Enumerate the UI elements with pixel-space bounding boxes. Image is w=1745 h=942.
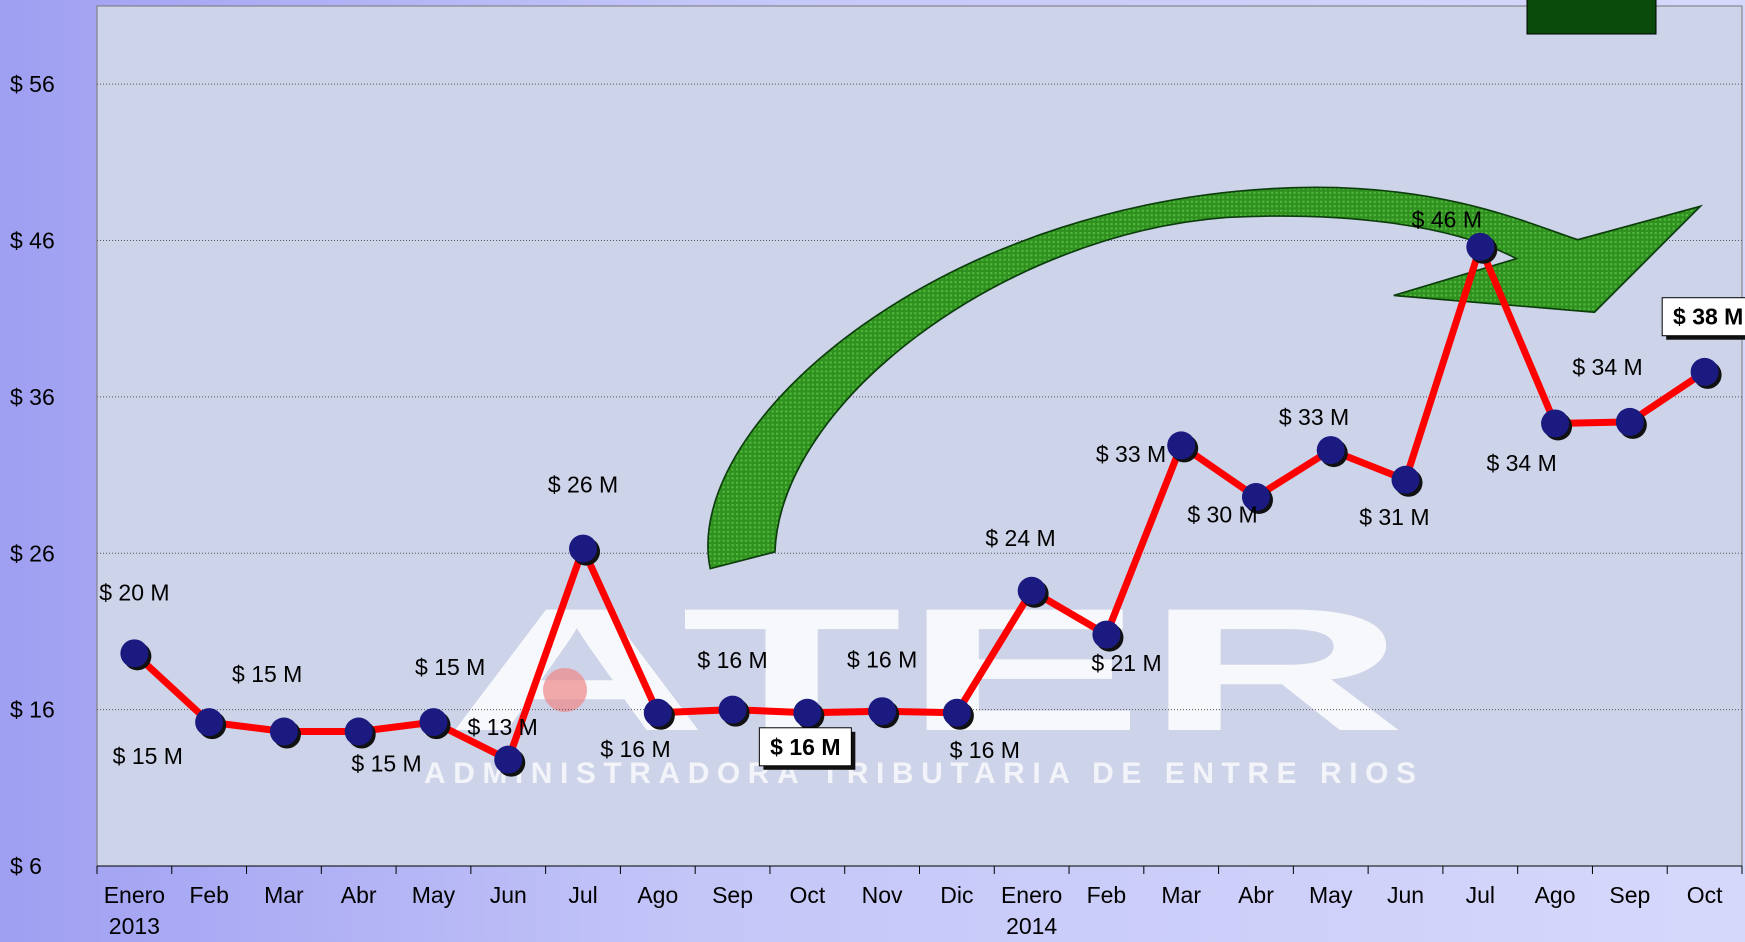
marker <box>120 639 148 667</box>
data-label: $ 16 M <box>950 737 1020 763</box>
marker <box>1167 431 1195 459</box>
data-label: $ 15 M <box>415 654 485 680</box>
marker <box>1616 408 1644 436</box>
page: ATERADMINISTRADORA TRIBUTARIA DE ENTRE R… <box>0 0 1745 942</box>
marker <box>569 535 597 563</box>
data-label: $ 33 M <box>1096 441 1166 467</box>
marker <box>793 699 821 727</box>
y-tick-label: $ 16 <box>10 697 55 723</box>
marker <box>494 746 522 774</box>
data-label: $ 15 M <box>232 661 302 687</box>
marker <box>270 718 298 746</box>
data-label: $ 20 M <box>99 580 169 606</box>
data-label: $ 16 M <box>697 647 767 673</box>
corner-box <box>1527 0 1656 34</box>
marker <box>1018 577 1046 605</box>
watermark-ball <box>543 668 587 712</box>
chart: ATERADMINISTRADORA TRIBUTARIA DE ENTRE R… <box>0 0 1745 942</box>
data-label: $ 33 M <box>1279 404 1349 430</box>
marker <box>1392 466 1420 494</box>
data-label: $ 30 M <box>1187 501 1257 527</box>
marker <box>419 708 447 736</box>
marker <box>644 699 672 727</box>
data-label: $ 46 M <box>1412 207 1482 233</box>
data-label: $ 16 M <box>770 734 840 760</box>
data-label: $ 26 M <box>548 471 618 497</box>
data-label: $ 24 M <box>985 525 1055 551</box>
data-label: $ 13 M <box>468 714 538 740</box>
y-tick-label: $ 46 <box>10 228 55 254</box>
data-label: $ 34 M <box>1486 450 1556 476</box>
data-label: $ 38 M <box>1673 304 1743 330</box>
y-tick-label: $ 6 <box>10 853 42 879</box>
data-label: $ 15 M <box>113 743 183 769</box>
marker <box>345 718 373 746</box>
data-label: $ 16 M <box>600 736 670 762</box>
data-label: $ 16 M <box>847 646 917 672</box>
x-tick-label: Oct <box>1660 880 1745 911</box>
marker <box>868 697 896 725</box>
marker <box>195 708 223 736</box>
marker <box>1541 409 1569 437</box>
y-tick-label: $ 36 <box>10 384 55 410</box>
marker <box>1466 233 1494 261</box>
data-label: $ 34 M <box>1572 354 1642 380</box>
marker <box>943 699 971 727</box>
data-label: $ 31 M <box>1359 504 1429 530</box>
data-label: $ 21 M <box>1091 650 1161 676</box>
y-tick-label: $ 56 <box>10 71 55 97</box>
data-label: $ 15 M <box>351 750 421 776</box>
marker <box>1092 621 1120 649</box>
y-tick-label: $ 26 <box>10 540 55 566</box>
marker <box>719 696 747 724</box>
watermark-logo: ATER <box>446 573 1406 768</box>
marker <box>1317 436 1345 464</box>
marker <box>1691 358 1719 386</box>
